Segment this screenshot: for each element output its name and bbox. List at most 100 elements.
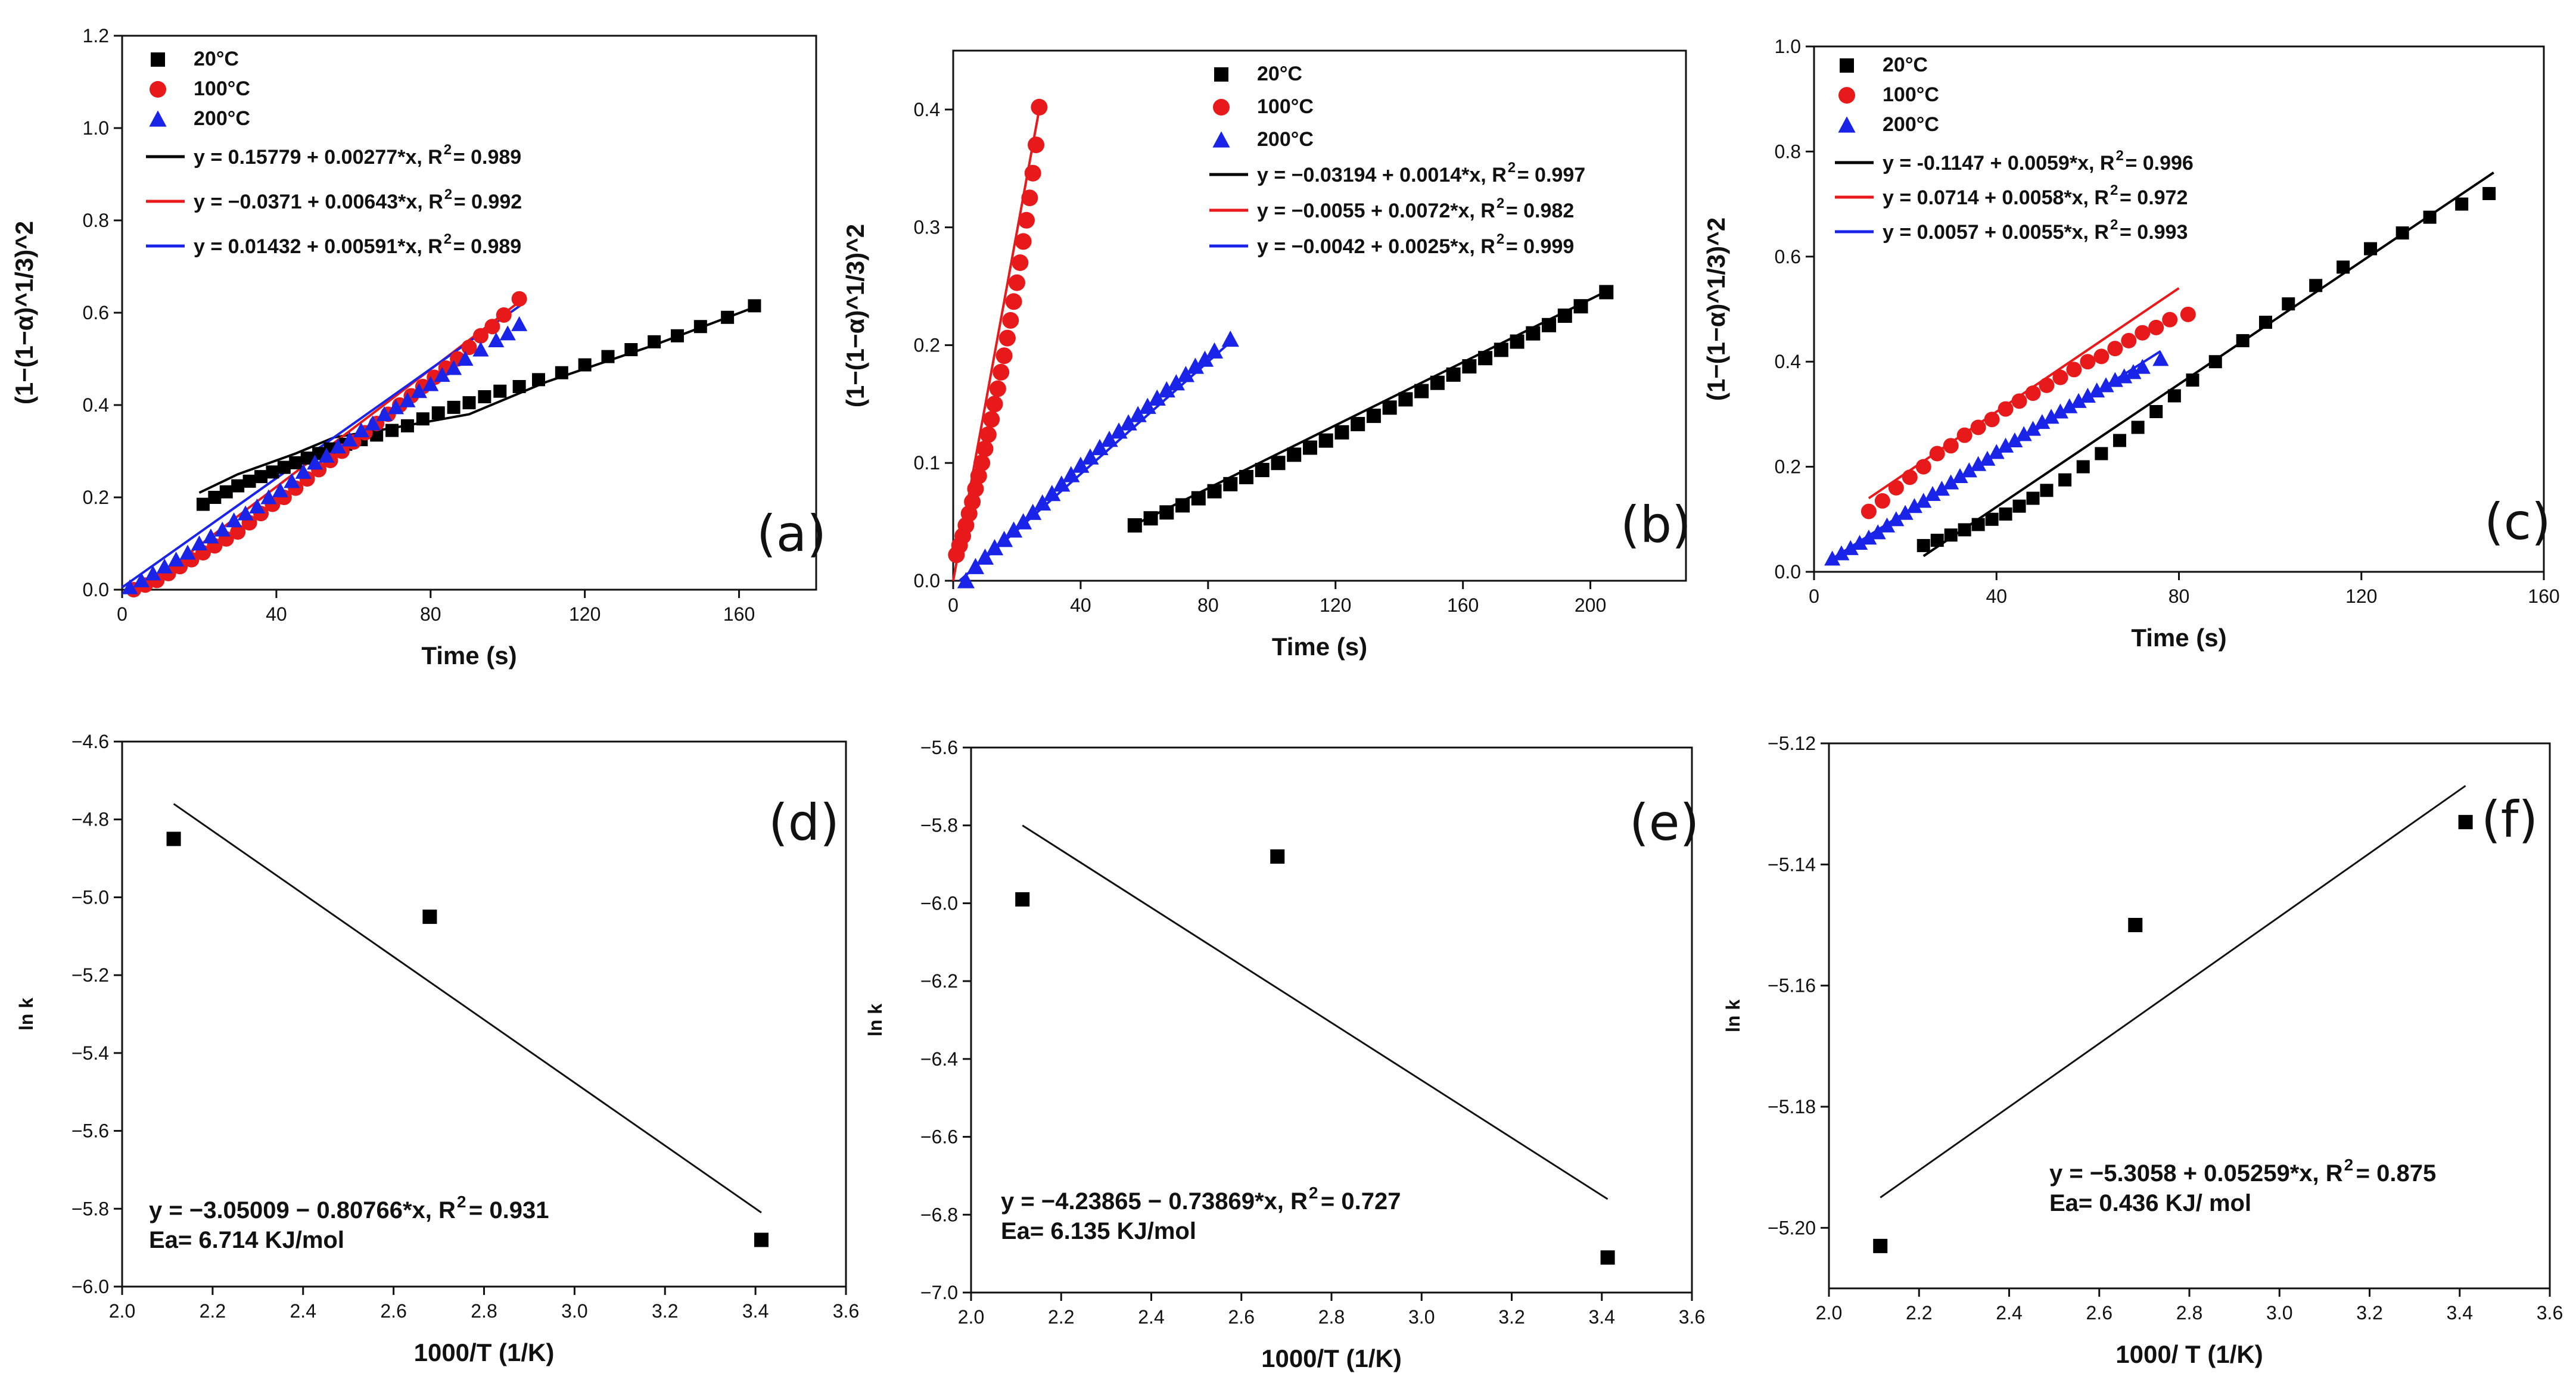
data-point (461, 340, 477, 356)
legend-label: 200°C (194, 107, 250, 130)
data-point (2080, 354, 2096, 370)
data-point (1167, 374, 1185, 391)
data-point (1943, 438, 1959, 454)
data-point (1221, 330, 1239, 347)
data-point (1961, 462, 1977, 478)
x-tick-label: 0 (948, 594, 959, 616)
r2-value: = 0.727 (1321, 1188, 1401, 1215)
data-point (353, 422, 369, 438)
y-axis-label: ln k (15, 998, 37, 1030)
data-point (1091, 438, 1109, 456)
data-point (1015, 892, 1030, 907)
x-tick-label: 80 (1197, 594, 1219, 616)
data-point (1008, 274, 1025, 291)
data-point (1302, 440, 1317, 455)
data-point (578, 358, 592, 372)
x-tick-label: 3.4 (2447, 1302, 2473, 1324)
data-point (219, 485, 233, 499)
activation-energy: Ea= 6.714 KJ/mol (149, 1227, 344, 1253)
data-point (555, 366, 568, 379)
data-point (1930, 534, 1944, 547)
data-point (237, 505, 254, 521)
y-tick-label: 0.4 (1775, 351, 1801, 372)
data-point (1196, 350, 1214, 367)
data-point (2089, 382, 2105, 398)
data-point (2149, 404, 2163, 418)
data-point (2337, 260, 2350, 274)
data-point (231, 479, 245, 493)
data-point (748, 299, 761, 313)
legend-r2-value: = 0.972 (2120, 186, 2188, 209)
data-point (2093, 348, 2110, 365)
data-point (989, 380, 1006, 397)
data-point (1462, 359, 1477, 374)
data-point (1028, 136, 1045, 154)
data-point (226, 512, 242, 528)
data-point (493, 384, 507, 398)
x-axis-label: Time (s) (1272, 633, 1367, 661)
data-point (2458, 815, 2473, 830)
superscript-2: 2 (2344, 1156, 2354, 1174)
data-point (1318, 433, 1333, 448)
legend-fit-equation: y = 0.0057 + 0.0055*x, R (1883, 221, 2109, 244)
data-point (1902, 469, 1918, 485)
data-point (986, 396, 1003, 413)
legend-r2-value: = 0.989 (453, 235, 521, 258)
y-tick-label: 0.1 (914, 452, 940, 474)
data-point (1897, 505, 1914, 520)
y-tick-label: −4.8 (71, 809, 109, 830)
data-point (2098, 377, 2114, 393)
data-point (2006, 432, 2023, 448)
legend-fit-equation: y = −0.03194 + 0.0014*x, R (1257, 164, 1507, 186)
legend-superscript-2: 2 (2110, 182, 2118, 198)
y-tick-label: 0.2 (914, 334, 940, 356)
y-axis: 0.0 0.2 0.4 0.6 0.8 1.0 1.2 (83, 25, 122, 600)
r2-value: = 0.875 (2356, 1160, 2437, 1187)
activation-energy: Ea= 6.135 KJ/mol (1001, 1218, 1196, 1244)
y-tick-label: −6.8 (920, 1204, 958, 1225)
data-point (979, 426, 997, 443)
panel-tag: (f) (2481, 790, 2538, 849)
x-tick-label: 3.2 (652, 1300, 678, 1322)
series-20C (1917, 186, 2496, 552)
data-point (1255, 463, 1270, 478)
data-point (1148, 389, 1166, 406)
y-tick-label: 1.0 (83, 117, 109, 139)
data-point (985, 539, 1004, 556)
data-point (1223, 477, 1238, 491)
panel-tag: (e) (1629, 793, 1699, 852)
data-point (1984, 412, 2000, 428)
data-point (277, 460, 291, 474)
legend-label: 20°C (1257, 63, 1302, 85)
fit-equation: y = −4.23865 − 0.73869*x, R (1001, 1188, 1308, 1215)
series-100C (1861, 306, 2196, 519)
x-tick-label: 160 (723, 603, 755, 625)
data-point (2208, 355, 2222, 369)
legend-superscript-2: 2 (444, 231, 452, 247)
x-tick-label: 120 (1320, 594, 1351, 616)
data-point (191, 535, 207, 551)
legend-superscript-2: 2 (444, 142, 452, 158)
panel-tag: (c) (2484, 493, 2551, 551)
y-tick-label: 0.4 (914, 99, 940, 120)
legend-superscript-2: 2 (1497, 231, 1504, 247)
fit-equation: y = −5.3058 + 0.05259*x, R (2049, 1160, 2343, 1187)
data-point (431, 406, 445, 420)
legend-label: 100°C (194, 77, 250, 100)
data-point (693, 320, 707, 334)
data-point (1129, 406, 1147, 422)
y-tick-label: −5.20 (1768, 1217, 1816, 1238)
data-point (284, 473, 300, 488)
data-point (2135, 325, 2151, 341)
data-point (754, 1232, 769, 1247)
data-point (2455, 197, 2469, 211)
data-point (993, 363, 1010, 381)
legend-fit-equation: y = 0.0714 + 0.0058*x, R (1883, 186, 2109, 209)
data-point (648, 335, 661, 348)
data-point (248, 498, 266, 514)
y-axis: 0.0 0.2 0.4 0.6 0.8 1.0 (1775, 36, 1814, 583)
data-point (1239, 469, 1253, 484)
data-point (214, 521, 231, 537)
data-point (1999, 507, 2012, 521)
data-point (1127, 518, 1142, 533)
